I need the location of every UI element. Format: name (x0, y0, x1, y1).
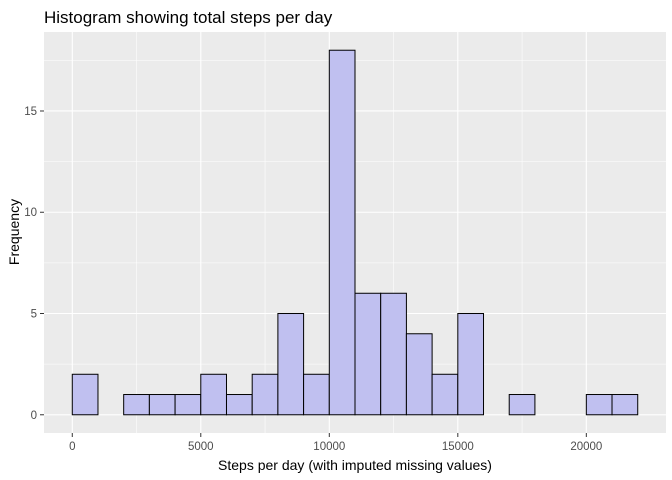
histogram-bar-8 (277, 313, 305, 416)
y-tick-label-2: 10 (24, 207, 37, 219)
x-tick-label-4: 20000 (570, 441, 602, 453)
x-tick-label-2: 10000 (313, 441, 345, 453)
histogram-bar-5 (200, 373, 227, 416)
y-tick-label-3: 15 (24, 106, 37, 118)
histogram-bar-13 (405, 333, 433, 416)
histogram-bars (71, 49, 639, 416)
x-tick-label-3: 15000 (442, 441, 474, 453)
y-axis: 0 5 10 15 (24, 106, 44, 422)
histogram-bar-17 (508, 394, 536, 416)
histogram-bar-14 (431, 373, 459, 416)
histogram-bar-6 (225, 394, 253, 416)
histogram-bar-3 (148, 394, 176, 416)
x-axis: 0 5000 10000 15000 20000 (69, 433, 602, 453)
x-tick-label-0: 0 (69, 441, 75, 453)
y-tick-label-1: 5 (31, 309, 37, 321)
histogram-bar-2 (123, 394, 150, 416)
histogram-bar-12 (380, 292, 407, 416)
histogram-bar-9 (303, 373, 330, 416)
histogram-bar-4 (174, 394, 202, 416)
histogram-bar-10 (328, 49, 356, 416)
y-tick-label-0: 0 (31, 410, 37, 422)
histogram-bar-21 (611, 394, 639, 416)
y-axis-title: Frequency (6, 199, 22, 265)
histogram-bar-11 (354, 292, 382, 416)
histogram-bar-15 (457, 313, 485, 416)
x-tick-label-1: 5000 (188, 441, 214, 453)
histogram-bar-7 (251, 373, 279, 416)
chart-title: Histogram showing total steps per day (44, 8, 333, 27)
histogram-bar-20 (585, 394, 613, 416)
x-axis-title: Steps per day (with imputed missing valu… (218, 457, 492, 473)
histogram-bar-0 (71, 373, 99, 416)
